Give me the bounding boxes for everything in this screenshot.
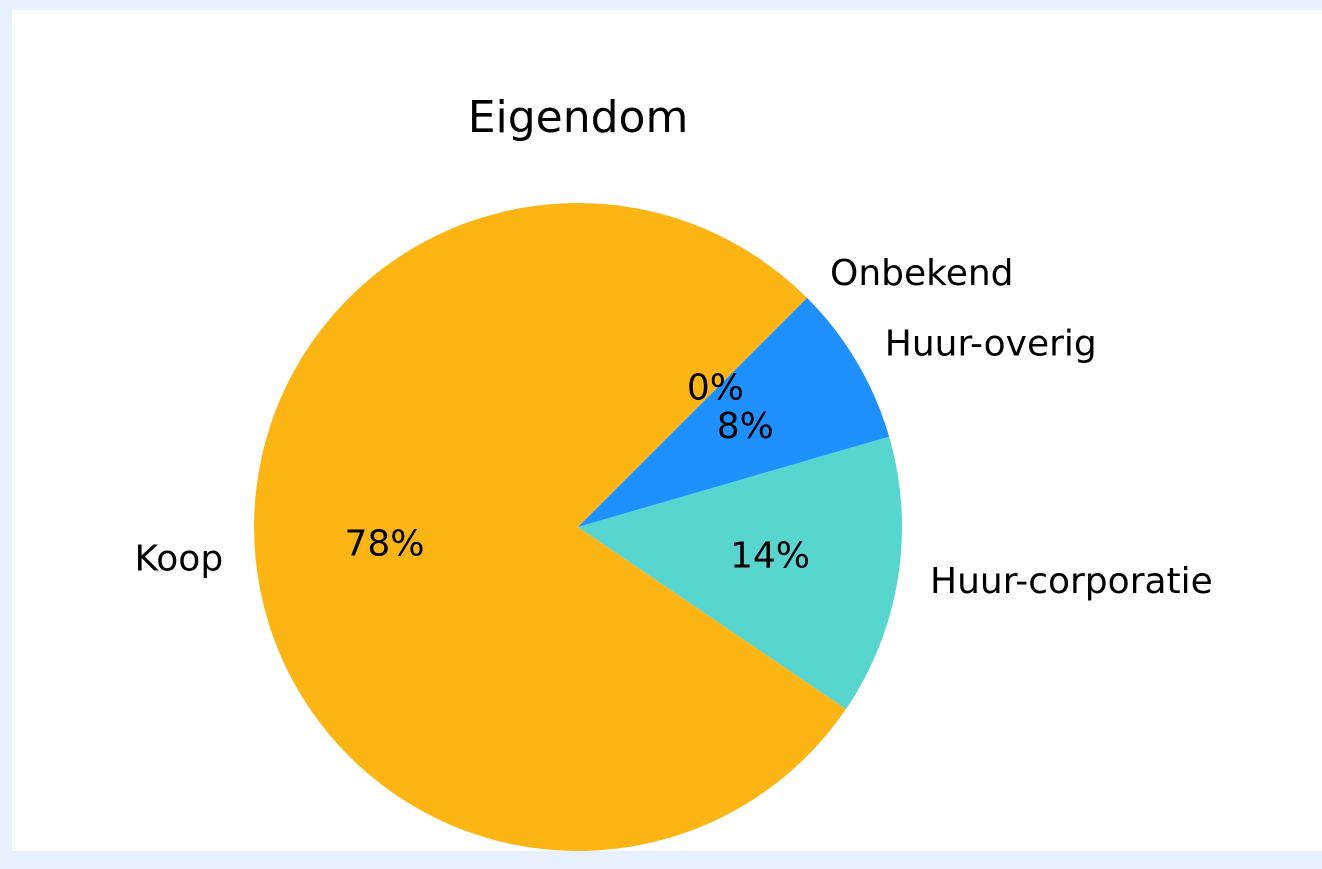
slice-label: Onbekend bbox=[830, 253, 1014, 294]
slice-label: Koop bbox=[134, 539, 223, 580]
pct-label: 0% bbox=[687, 368, 744, 409]
pie-slice bbox=[578, 436, 902, 710]
slice-label: Huur-overig bbox=[885, 324, 1097, 365]
pct-label: 14% bbox=[730, 535, 810, 576]
slice-label: Huur-corporatie bbox=[930, 561, 1213, 602]
chart-title: Eigendom bbox=[468, 92, 689, 143]
pct-label: 78% bbox=[344, 523, 424, 564]
pie-slice bbox=[254, 203, 846, 852]
pct-label: 8% bbox=[717, 406, 774, 447]
pie-slice bbox=[578, 297, 890, 527]
